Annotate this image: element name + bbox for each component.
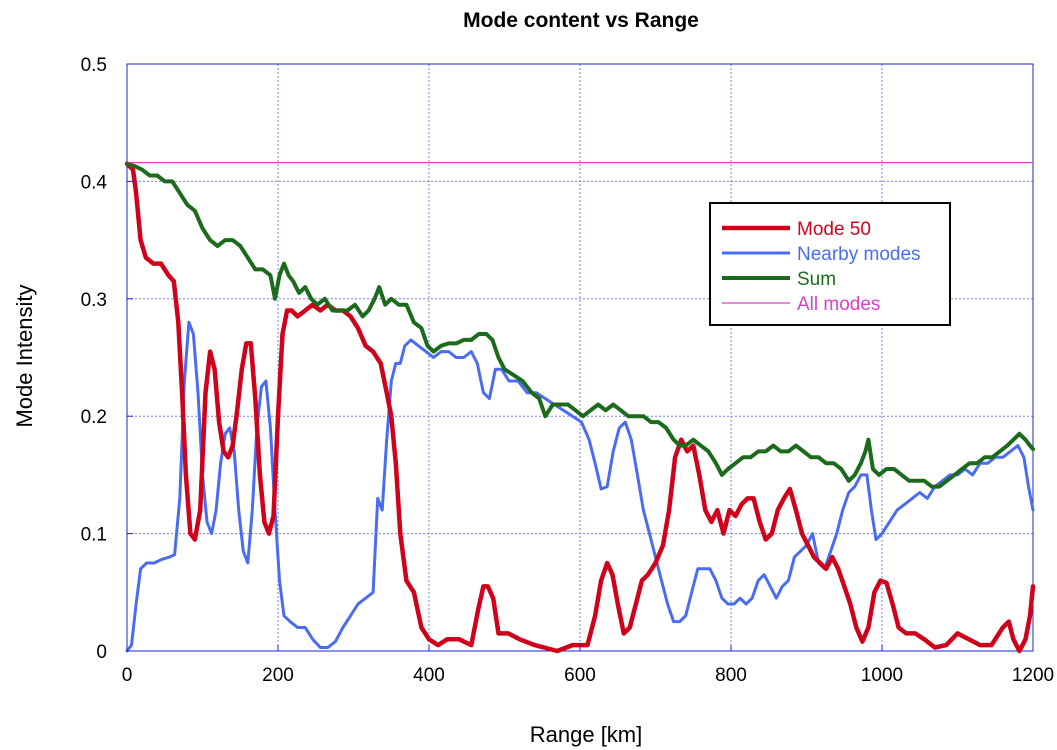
x-tick-label: 0 xyxy=(122,665,133,686)
series-line-nearby-modes xyxy=(125,320,1035,653)
chart-title: Mode content vs Range xyxy=(463,9,699,32)
ticks: 0 200 400 600 800 1000 1200 0 0.1 0.2 0.3 0.4 0.5 xyxy=(81,55,1055,686)
x-tick-label: 1000 xyxy=(861,665,903,686)
legend-label-sum: Sum xyxy=(797,269,836,290)
legend: Mode 50 Nearby modes Sum All modes xyxy=(709,202,951,326)
y-tick-label: 0.3 xyxy=(81,290,107,311)
y-tick-label: 0.4 xyxy=(81,172,108,193)
x-tick-label: 800 xyxy=(715,665,747,686)
legend-label-mode-50: Mode 50 xyxy=(797,219,871,240)
series-group xyxy=(124,161,1036,654)
y-axis-label: Mode Intensity xyxy=(12,284,37,427)
y-tick-label: 0.5 xyxy=(81,55,107,76)
x-tick-label: 600 xyxy=(564,665,596,686)
legend-box xyxy=(709,202,951,326)
x-axis-label: Range [km] xyxy=(530,722,643,747)
legend-label-all-modes: All modes xyxy=(797,294,880,315)
legend-label-nearby-modes: Nearby modes xyxy=(797,244,921,265)
series-line-sum xyxy=(125,161,1035,489)
x-tick-label: 1200 xyxy=(1012,665,1054,686)
y-tick-label: 0.1 xyxy=(81,525,107,546)
x-tick-label: 400 xyxy=(413,665,445,686)
x-tick-label: 200 xyxy=(262,665,294,686)
y-tick-label: 0.2 xyxy=(81,407,107,428)
series-line-mode-50 xyxy=(124,161,1036,654)
grid xyxy=(127,64,1033,651)
y-tick-label: 0 xyxy=(96,642,107,663)
